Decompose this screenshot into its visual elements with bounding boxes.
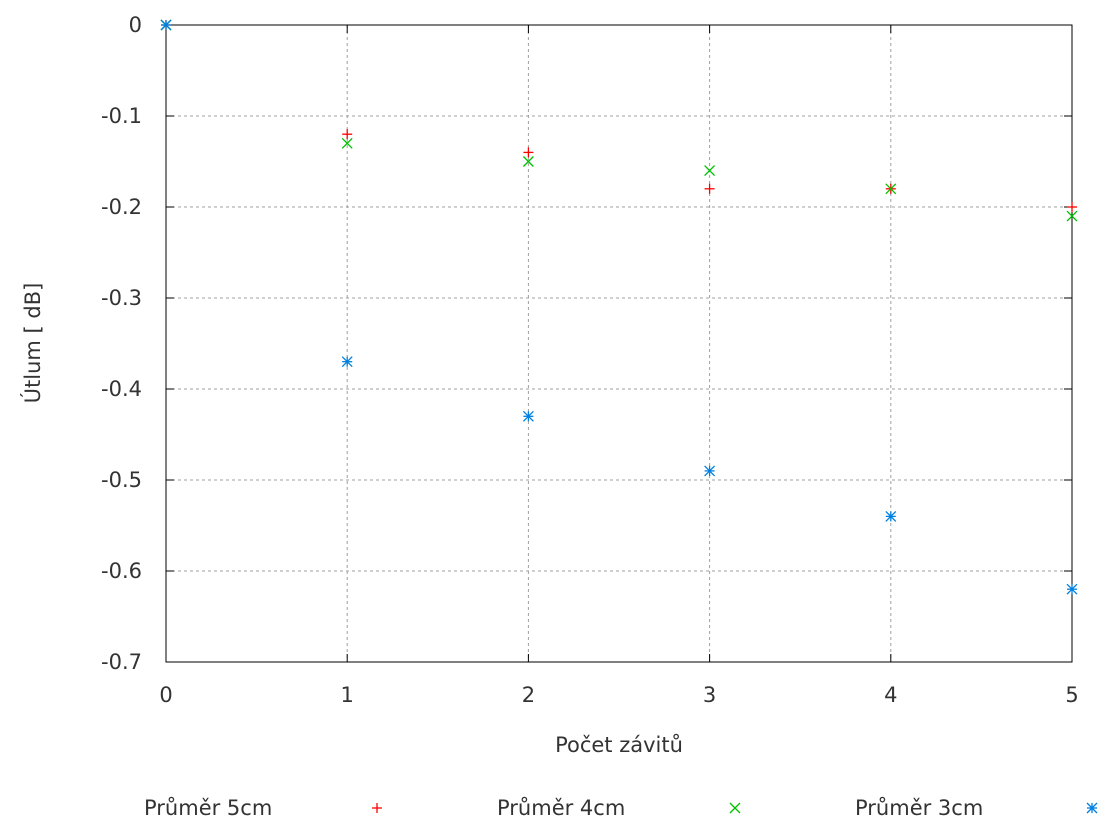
legend-marker-series-2 (729, 802, 741, 814)
data-point-series-3 (704, 465, 716, 477)
grid (166, 25, 1072, 662)
y-tick-label: -0.5 (101, 468, 142, 492)
x-tick-label: 1 (341, 683, 354, 707)
y-tick-label: -0.6 (101, 559, 142, 583)
y-tick-label: -0.4 (101, 377, 142, 401)
y-tick-label: -0.2 (101, 195, 142, 219)
legend-label-series-2: Průměr 4cm (497, 796, 625, 820)
data-point-series-1 (704, 183, 715, 194)
x-tick-label: 3 (703, 683, 716, 707)
data-point-series-2 (704, 165, 716, 177)
data-point-series-3 (341, 356, 353, 368)
y-tick-label: -0.7 (101, 650, 142, 674)
legend-marker-series-3 (1086, 802, 1098, 814)
x-tick-label: 2 (522, 683, 535, 707)
legend-label-series-3: Průměr 3cm (855, 796, 983, 820)
x-tick-label: 5 (1065, 683, 1078, 707)
y-tick-label: -0.1 (101, 104, 142, 128)
x-axis-title: Počet závitů (555, 733, 683, 757)
data-point-series-3 (522, 410, 534, 422)
x-tick-label: 0 (159, 683, 172, 707)
legend: Průměr 5cm Průměr 4cm Průměr 3cm (144, 796, 1098, 820)
data-point-series-1 (342, 129, 353, 140)
data-point-series-1 (1067, 202, 1077, 212)
data-point-series-2 (1066, 210, 1078, 222)
data-points (160, 19, 1078, 595)
y-tick-label: -0.3 (101, 286, 142, 310)
data-point-series-1 (523, 147, 534, 158)
data-point-series-3 (160, 19, 172, 31)
axis-ticks (165, 24, 1073, 663)
x-tick-label: 4 (884, 683, 897, 707)
data-point-series-3 (1066, 583, 1078, 595)
y-axis-title: Útlum [ dB] (20, 283, 45, 404)
tick-labels: 0 -0.1 -0.2 -0.3 -0.4 -0.5 -0.6 -0.7 0 1 2 3 4 5 (101, 13, 1079, 707)
data-point-series-2 (341, 137, 353, 149)
data-point-series-2 (522, 156, 534, 167)
data-point-series-3 (885, 510, 897, 522)
y-tick-label: 0 (129, 13, 142, 37)
data-point-series-2 (885, 183, 897, 195)
plot-area-frame (165, 24, 1073, 663)
legend-label-series-1: Průměr 5cm (144, 796, 272, 820)
legend-marker-series-1 (372, 803, 382, 813)
